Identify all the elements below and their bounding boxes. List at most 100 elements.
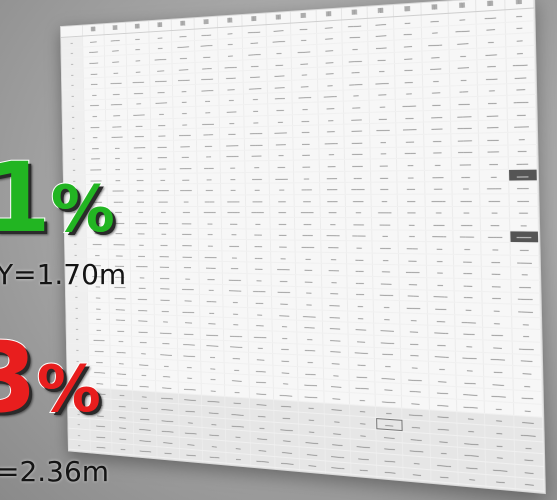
spreadsheet-cell: ▁▁▁▁ <box>153 271 176 283</box>
spreadsheet-cell: ▁▁▁ <box>271 274 296 286</box>
spreadsheet-cell: ▁▁▁ <box>129 195 152 206</box>
spreadsheet-cell: ▁▁ <box>374 312 401 325</box>
spreadsheet-table: ▒▒ ▒▒ ▒▒ ▒▒ ▒▒ ▒▒ ▒▒ ▒▒ ▒▒ ▒▒ ▒▒ ▒▒ ▒▒ ▒▒ ▒▒ ▒▒ ▒▒ ▒▒ ▁ ▁▁… <box>61 0 545 494</box>
spreadsheet-cell: ▁▁▁▁▁ <box>396 99 423 112</box>
spreadsheet-cell: ▁▁▁▁▁ <box>295 240 320 252</box>
spreadsheet-cell: ▁▁▁▁▁ <box>271 263 296 275</box>
spreadsheet-cell: ▁▁▁▁▁ <box>109 292 131 303</box>
spreadsheet-cell: ▁▁▁ <box>150 129 173 141</box>
spreadsheet-cell: ▁▁ <box>398 218 425 230</box>
spreadsheet-cell: ▁▁▁▁▁ <box>128 108 151 120</box>
spreadsheet-cell: ▁▁ <box>480 169 509 181</box>
spreadsheet-cell: ▁▁ <box>400 313 427 326</box>
spreadsheet-cell: ▁▁▁▁ <box>450 97 478 110</box>
spreadsheet-cell: ▁▁▁ <box>129 184 152 195</box>
spreadsheet-cell: ▁▁▁ <box>482 291 511 304</box>
spreadsheet-cell: ▁▁▁▁ <box>319 183 345 195</box>
spreadsheet-cell: ▁▁▁ <box>130 228 153 239</box>
spreadsheet-row-number: ▁ <box>62 110 84 121</box>
spreadsheet-cell: ▁▁ <box>426 278 454 291</box>
spreadsheet-cell: ▁▁▁ <box>197 139 221 151</box>
spreadsheet-cell: ▁▁▁▁▁ <box>297 309 322 321</box>
spreadsheet-cell: ▁▁▁ <box>130 249 153 260</box>
spreadsheet-cell: ▁▁▁▁ <box>372 241 399 253</box>
spreadsheet-cell: ▁▁▁▁▁ <box>221 206 245 217</box>
spreadsheet-cell: ▁▁▁ <box>454 278 482 291</box>
spreadsheet-cell: ▁▁▁ <box>219 82 243 94</box>
spreadsheet-cell: ▁▁ <box>371 194 398 206</box>
spreadsheet-cell: ▁▁ <box>200 306 224 318</box>
spreadsheet-cell: ▁▁▁▁ <box>131 293 154 305</box>
spreadsheet-cell: ▁▁▁ <box>481 255 510 268</box>
spreadsheet-cell: ▁▁▁▁ <box>508 169 537 182</box>
spreadsheet-cell: ▁▁ <box>483 316 512 329</box>
spreadsheet-cell: ▁▁ <box>197 173 221 184</box>
spreadsheet-cell: ▁▁▁▁ <box>478 108 507 121</box>
spreadsheet-cell: ▁▁▁ <box>481 218 510 230</box>
spreadsheet-cell: ▁▁▁ <box>346 253 372 265</box>
spreadsheet-cell: ▁▁ <box>321 252 347 264</box>
spreadsheet-cell: ▁▁▁ <box>174 173 197 184</box>
spreadsheet-cell: ▁▁▁ <box>373 265 400 277</box>
spreadsheet-cell: ▁▁▁▁ <box>128 130 151 141</box>
spreadsheet-cell: ▁▁ <box>247 307 272 319</box>
spreadsheet-cell: ▁▁▁▁▁ <box>128 141 151 152</box>
spreadsheet-cell: ▁▁ <box>221 172 245 183</box>
spreadsheet-cell: ▁▁▁▁ <box>176 250 199 261</box>
spreadsheet-cell: ▁▁▁ <box>270 206 295 217</box>
spreadsheet-cell: ▁▁ <box>221 161 245 173</box>
spreadsheet-cell: ▁▁ <box>247 274 272 286</box>
spreadsheet-cell: ▁▁▁▁▁ <box>317 90 343 103</box>
spreadsheet-cell: ▁▁ <box>173 95 196 107</box>
spreadsheet-cell: ▁▁▁▁▁ <box>509 231 538 244</box>
spreadsheet-cell: ▁▁▁▁▁ <box>176 283 199 295</box>
spreadsheet-cell: ▁▁▁▁ <box>244 149 269 161</box>
spreadsheet-cell: ▁▁ <box>174 195 197 206</box>
spreadsheet-cell: ▁▁▁ <box>129 163 152 174</box>
spreadsheet-cell: ▁▁ <box>222 228 246 239</box>
spreadsheet-cell: ▁▁▁▁▁ <box>220 139 244 151</box>
spreadsheet-cell: ▁▁▁ <box>347 288 373 300</box>
spreadsheet-cell: ▁▁▁ <box>319 159 345 171</box>
spreadsheet-cell: ▁▁▁ <box>223 262 247 274</box>
spreadsheet-cell: ▁▁▁ <box>397 182 424 194</box>
spreadsheet-cell: ▁▁▁ <box>343 100 369 113</box>
spreadsheet-cell: ▁▁▁▁▁ <box>480 181 509 193</box>
spreadsheet-cell: ▁▁ <box>221 184 245 195</box>
spreadsheet-cell: ▁▁▁▁ <box>344 136 370 148</box>
spreadsheet-cell: ▁▁ <box>373 300 400 313</box>
spreadsheet-cell: ▁▁▁ <box>247 296 272 308</box>
spreadsheet-cell: ▁▁ <box>197 150 221 162</box>
spreadsheet-cell: ▁▁▁ <box>377 477 404 491</box>
spreadsheet-cell: ▁▁▁▁ <box>423 110 451 123</box>
spreadsheet-cell: ▁▁▁▁▁ <box>481 230 510 242</box>
spreadsheet-cell: ▁▁ <box>198 217 222 228</box>
spreadsheet-cell: ▁▁ <box>372 229 399 241</box>
spreadsheet-cell: ▁▁ <box>152 228 175 239</box>
spreadsheet-cell: ▁▁▁▁ <box>198 195 222 206</box>
spreadsheet-cell: ▁▁ <box>219 94 243 106</box>
spreadsheet-cell: ▁▁ <box>426 266 454 279</box>
spreadsheet-cell: ▁▁▁ <box>174 151 197 162</box>
spreadsheet-cell: ▁▁ <box>294 171 319 183</box>
spreadsheet-cell: ▁▁ <box>173 118 196 130</box>
spreadsheet-cell: ▁▁▁▁▁ <box>247 285 272 297</box>
spreadsheet-cell: ▁▁ <box>295 252 320 264</box>
spreadsheet-cell: ▁▁▁▁ <box>294 183 319 195</box>
spreadsheet-cell: ▁▁▁▁ <box>153 261 176 272</box>
spreadsheet-cell: ▁▁▁▁ <box>267 80 292 92</box>
spreadsheet-cell: ▁▁ <box>150 107 173 119</box>
spreadsheet-cell: ▁▁ <box>422 73 450 86</box>
spreadsheet-cell: ▁▁ <box>127 97 150 109</box>
spreadsheet-cell: ▁▁▁ <box>272 297 297 309</box>
spreadsheet-cell: ▁▁▁▁▁ <box>458 484 486 494</box>
spreadsheet-cell: ▁▁▁▁▁ <box>427 290 455 303</box>
spreadsheet-cell: ▁▁▁ <box>422 86 450 99</box>
spreadsheet-cell: ▁▁▁ <box>482 279 511 292</box>
spreadsheet-cell: ▁▁ <box>84 110 106 121</box>
spreadsheet-cell: ▁▁ <box>509 218 538 230</box>
spreadsheet-cell: ▁▁ <box>426 254 454 266</box>
spreadsheet-cell: ▁▁ <box>370 135 397 147</box>
spreadsheet-cell: ▁▁▁▁ <box>343 112 369 124</box>
spreadsheet-cell: ▁▁▁▁ <box>508 156 537 169</box>
